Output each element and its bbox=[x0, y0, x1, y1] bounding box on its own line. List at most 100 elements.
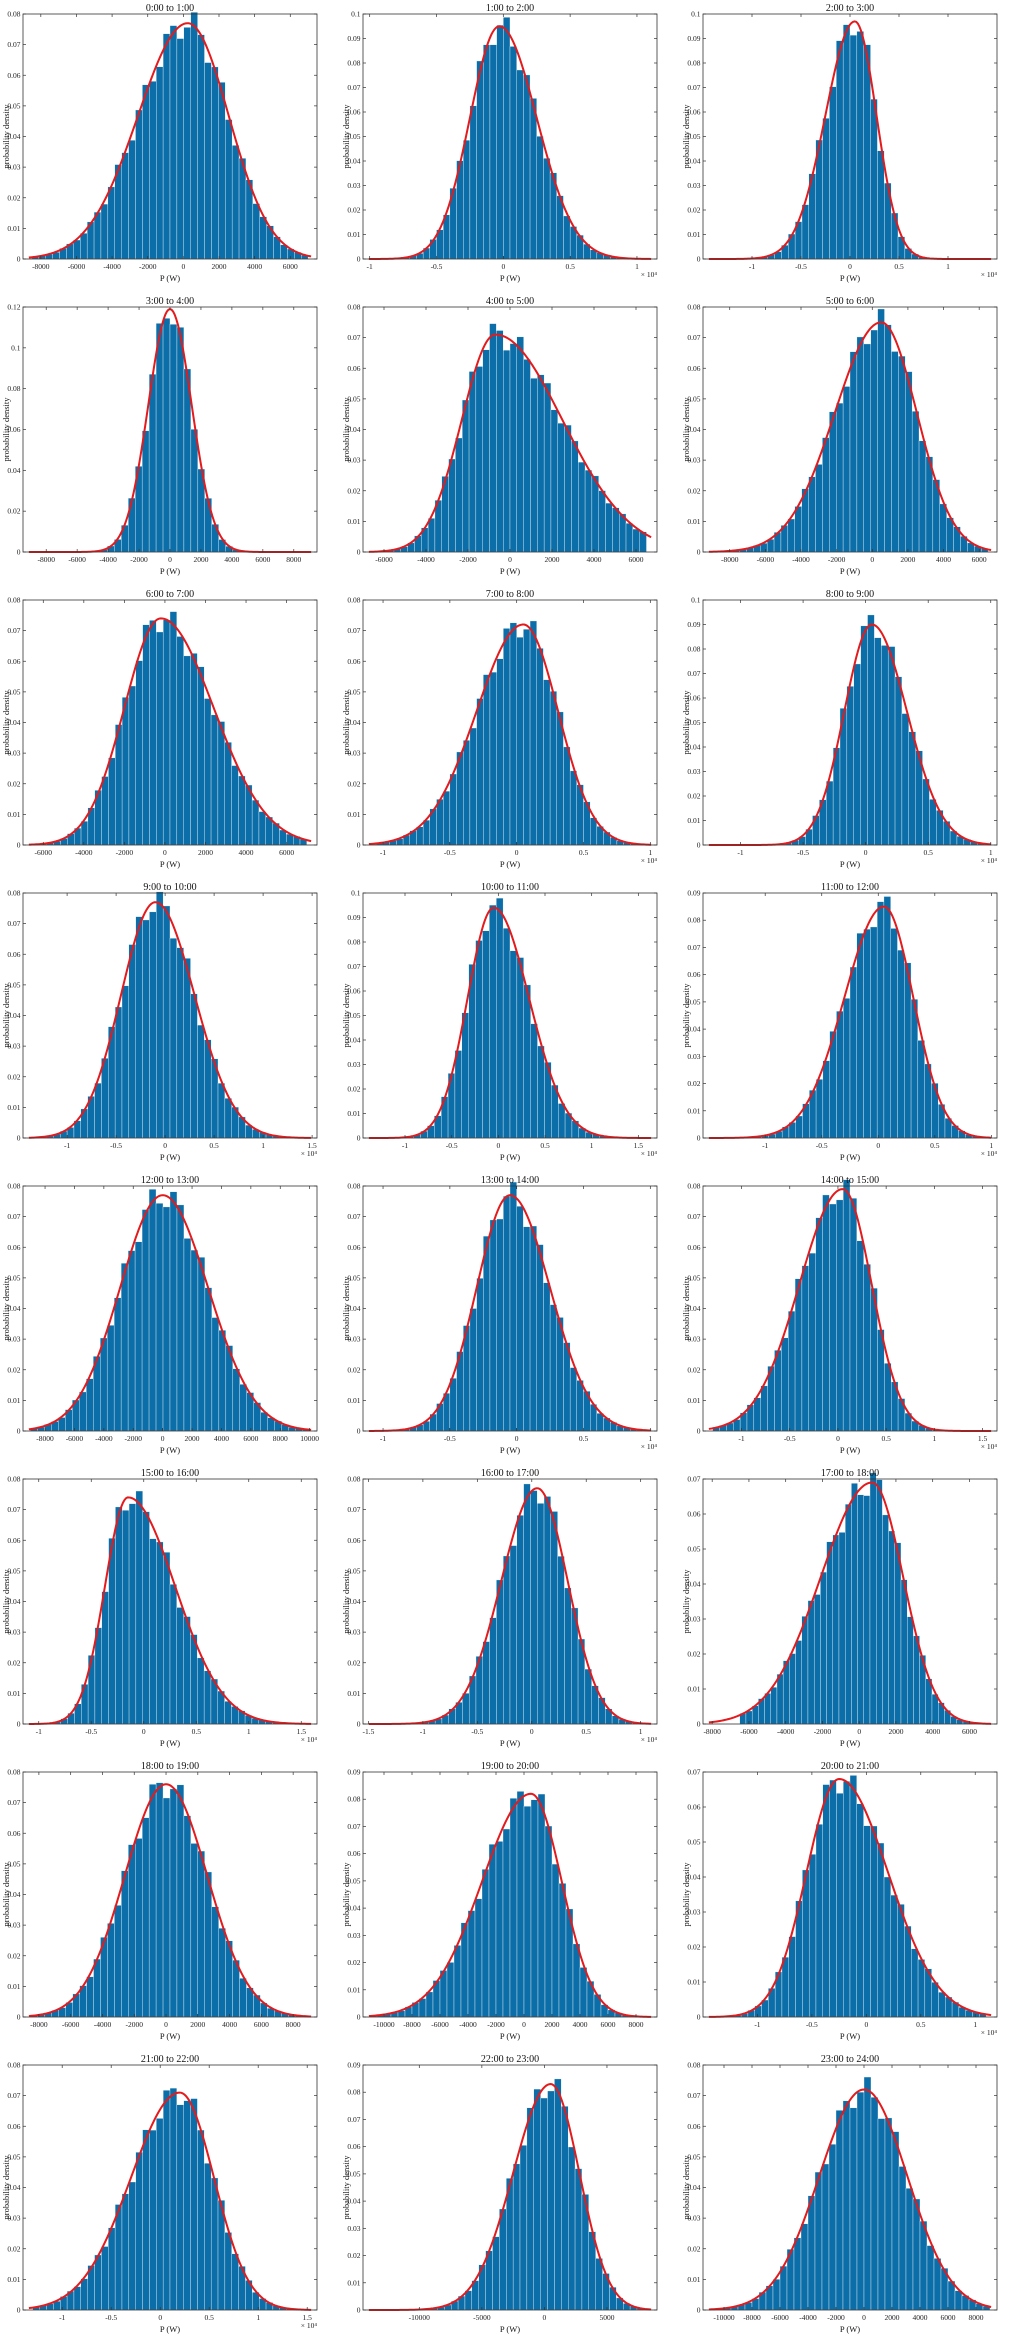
y-tick-label: 0.06 bbox=[687, 1803, 700, 1812]
y-axis-label: probability density bbox=[1, 1276, 11, 1341]
y-tick-label: 0.03 bbox=[687, 1052, 700, 1061]
histogram-bar bbox=[191, 653, 198, 845]
histogram-bar bbox=[447, 1962, 454, 2017]
chart-title: 13:00 to 14:00 bbox=[481, 1175, 539, 1186]
histogram-bar bbox=[836, 1011, 843, 1138]
histogram-bar bbox=[558, 1103, 565, 1138]
histogram-bar bbox=[462, 1013, 469, 1138]
histogram-bar bbox=[513, 2164, 520, 2310]
x-tick-label: 0 bbox=[501, 262, 505, 271]
y-tick-label: 0 bbox=[697, 255, 701, 264]
histogram-bar bbox=[149, 81, 156, 259]
x-tick-label: 2000 bbox=[185, 1434, 200, 1443]
histogram-bar bbox=[163, 2090, 170, 2310]
x-tick-label: -4000 bbox=[75, 848, 93, 857]
histogram-bar bbox=[136, 661, 143, 845]
histogram-bar bbox=[115, 2204, 122, 2310]
y-tick-label: 0.08 bbox=[687, 2061, 700, 2070]
y-tick-label: 0.01 bbox=[347, 1689, 360, 1698]
histogram-bar bbox=[548, 2091, 555, 2310]
x-axis-exponent: × 10⁴ bbox=[301, 1149, 318, 1158]
histogram-bar bbox=[129, 686, 136, 845]
y-tick-label: 0.03 bbox=[347, 181, 360, 190]
histogram-bar bbox=[156, 892, 163, 1138]
chart-title: 9:00 to 10:00 bbox=[143, 882, 196, 893]
x-tick-label: -0.5 bbox=[446, 1141, 458, 1150]
y-tick-label: 0.07 bbox=[7, 626, 20, 635]
y-axis-label: probability density bbox=[681, 1569, 691, 1634]
histogram-bar bbox=[232, 2254, 239, 2310]
x-axis-label: P (W) bbox=[160, 273, 180, 283]
x-tick-label: -2000 bbox=[459, 555, 477, 564]
histogram-bar bbox=[497, 659, 504, 845]
y-tick-label: 0.02 bbox=[7, 507, 20, 516]
chart-title: 7:00 to 8:00 bbox=[486, 589, 534, 600]
histogram-bar bbox=[455, 1050, 462, 1138]
x-tick-label: -1.5 bbox=[363, 1727, 375, 1736]
histogram-bar bbox=[163, 620, 170, 845]
histogram-bar bbox=[184, 1816, 191, 2017]
histogram-bar bbox=[233, 1369, 240, 1431]
x-tick-label: -4000 bbox=[95, 1434, 113, 1443]
histogram-bar bbox=[212, 1907, 219, 2017]
x-tick-label: 2000 bbox=[885, 2313, 900, 2322]
y-tick-label: 0.08 bbox=[687, 303, 700, 312]
histogram-bar bbox=[543, 1283, 550, 1431]
x-tick-label: 0.5 bbox=[579, 1434, 589, 1443]
x-tick-label: -4000 bbox=[777, 1727, 795, 1736]
x-tick-label: -4000 bbox=[459, 2020, 477, 2029]
histogram-bar bbox=[129, 140, 136, 259]
x-tick-label: -8000 bbox=[30, 2020, 48, 2029]
histogram-bar bbox=[204, 2163, 211, 2310]
histogram-bar bbox=[531, 1024, 538, 1138]
histogram-bar bbox=[163, 1552, 170, 1724]
histogram-bar bbox=[482, 931, 489, 1138]
histogram-bar bbox=[904, 963, 911, 1138]
x-tick-label: -1 bbox=[36, 1727, 42, 1736]
histogram-bar bbox=[927, 2246, 934, 2310]
x-tick-label: 0.5 bbox=[924, 848, 934, 857]
histogram-bar bbox=[101, 204, 108, 259]
histogram-bar bbox=[850, 1198, 857, 1431]
histogram-bar bbox=[850, 352, 857, 552]
histogram-bar bbox=[543, 158, 550, 259]
histogram-bar bbox=[795, 506, 802, 552]
y-tick-label: 0.01 bbox=[687, 2275, 700, 2284]
x-axis-label: P (W) bbox=[500, 859, 520, 869]
histogram-bar bbox=[524, 985, 531, 1138]
histogram-bar bbox=[773, 2279, 780, 2310]
histogram-bar bbox=[115, 1507, 122, 1724]
y-tick-label: 0.08 bbox=[347, 1795, 360, 1804]
histogram-bar bbox=[816, 1824, 823, 2017]
histogram-bar bbox=[218, 82, 225, 259]
x-tick-label: -6000 bbox=[740, 1727, 758, 1736]
x-tick-label: 0 bbox=[864, 848, 868, 857]
histogram-bar bbox=[523, 629, 530, 845]
histogram-bar bbox=[524, 359, 531, 552]
y-tick-label: 0.07 bbox=[687, 1768, 700, 1777]
histogram-bar bbox=[128, 498, 135, 552]
chart-title: 19:00 to 20:00 bbox=[481, 1761, 539, 1772]
y-tick-label: 0.01 bbox=[7, 1396, 20, 1405]
histogram-bar bbox=[115, 1007, 122, 1138]
histogram-bar bbox=[780, 2266, 787, 2310]
x-tick-label: 0 bbox=[836, 1434, 840, 1443]
histogram-bar bbox=[121, 1871, 128, 2017]
chart-title: 12:00 to 13:00 bbox=[141, 1175, 199, 1186]
histogram-bar bbox=[170, 2088, 177, 2310]
histogram-bar bbox=[822, 438, 829, 552]
histogram-bar bbox=[219, 1330, 226, 1431]
histogram-bar bbox=[142, 85, 149, 259]
x-tick-label: 8000 bbox=[286, 555, 301, 564]
x-tick-label: 6000 bbox=[601, 2020, 616, 2029]
histogram-bar bbox=[955, 2291, 962, 2310]
y-tick-label: 0.05 bbox=[687, 1838, 700, 1847]
x-tick-label: -1 bbox=[367, 262, 373, 271]
x-tick-label: -0.5 bbox=[806, 2020, 818, 2029]
